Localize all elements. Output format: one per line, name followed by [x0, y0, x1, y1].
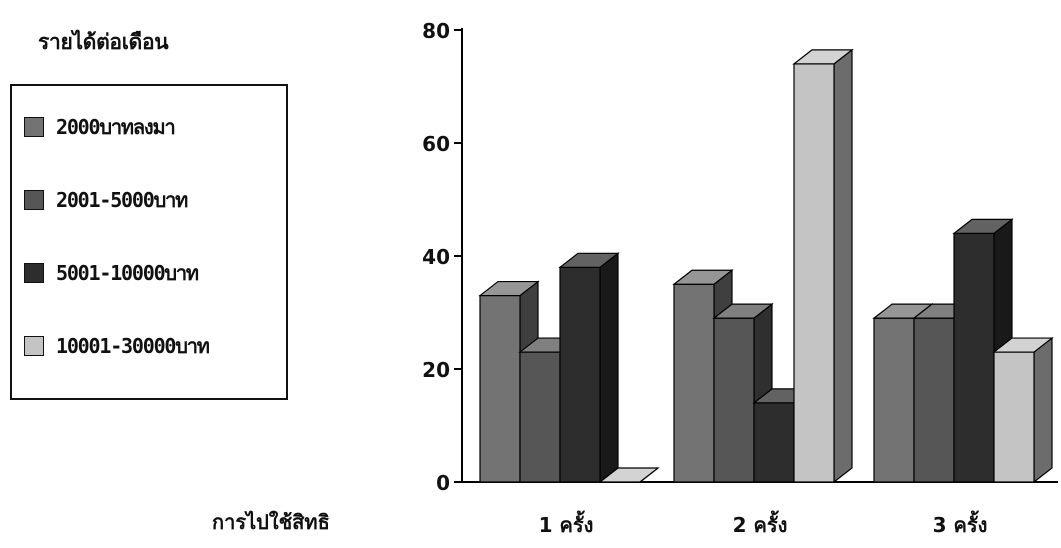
legend-label-3: 10001-30000บาท [56, 334, 210, 358]
bar-top-0-3 [598, 467, 660, 483]
bar-top-2-2 [952, 218, 1014, 234]
legend-title: รายได้ต่อเดือน [38, 30, 169, 54]
legend-label-2: 5001-10000บาท [56, 261, 199, 285]
bar-top-1-1 [712, 303, 774, 319]
y-tick-label-2: 40 [422, 245, 450, 269]
legend-label-1: 2001-5000บาท [56, 188, 188, 212]
bar-0-0 [479, 294, 521, 483]
y-tick-label-4: 80 [422, 19, 450, 43]
bar-top-1-3 [792, 49, 854, 65]
bar-top-0-0 [478, 280, 540, 297]
legend-item-3: 10001-30000บาท [24, 331, 210, 361]
bar-side-1-3 [833, 48, 853, 484]
bar-1-2 [753, 402, 795, 483]
y-tick-label-3: 60 [422, 132, 450, 156]
bar-side-0-2 [599, 252, 619, 484]
x-tick-label-2: 3 ครั้ง [933, 510, 988, 537]
bar-1-0 [673, 283, 715, 483]
legend-swatch-1 [24, 190, 44, 210]
bar-2-1 [913, 317, 955, 483]
bar-2-2 [953, 232, 995, 483]
bar-side-2-3 [1033, 336, 1053, 484]
legend-swatch-2 [24, 263, 44, 283]
bar-1-1 [713, 317, 755, 483]
y-tick-label-0: 0 [436, 471, 450, 495]
bar-2-3 [993, 351, 1035, 483]
legend-swatch-3 [24, 336, 44, 356]
bar-0-1 [519, 351, 561, 483]
bar-2-0 [873, 317, 915, 483]
legend-item-2: 5001-10000บาท [24, 258, 199, 288]
legend: 2000บาทลงมา 2001-5000บาท 5001-10000บาท 1… [10, 84, 288, 400]
x-tick-label-1: 2 ครั้ง [733, 510, 788, 537]
bar-top-2-3 [992, 337, 1054, 353]
legend-label-0: 2000บาทลงมา [56, 115, 176, 139]
bar-top-0-2 [558, 252, 620, 268]
legend-swatch-0 [24, 117, 44, 137]
legend-item-0: 2000บาทลงมา [24, 112, 176, 142]
bar-top-1-0 [672, 269, 734, 285]
bar-0-2 [559, 266, 601, 483]
x-tick-label-0: 1 ครั้ง [539, 510, 594, 537]
bar-1-3 [793, 63, 835, 483]
y-tick-label-1: 20 [422, 358, 450, 382]
legend-item-1: 2001-5000บาท [24, 185, 188, 215]
x-axis-title: การไปใช้สิทธิ [212, 510, 330, 534]
